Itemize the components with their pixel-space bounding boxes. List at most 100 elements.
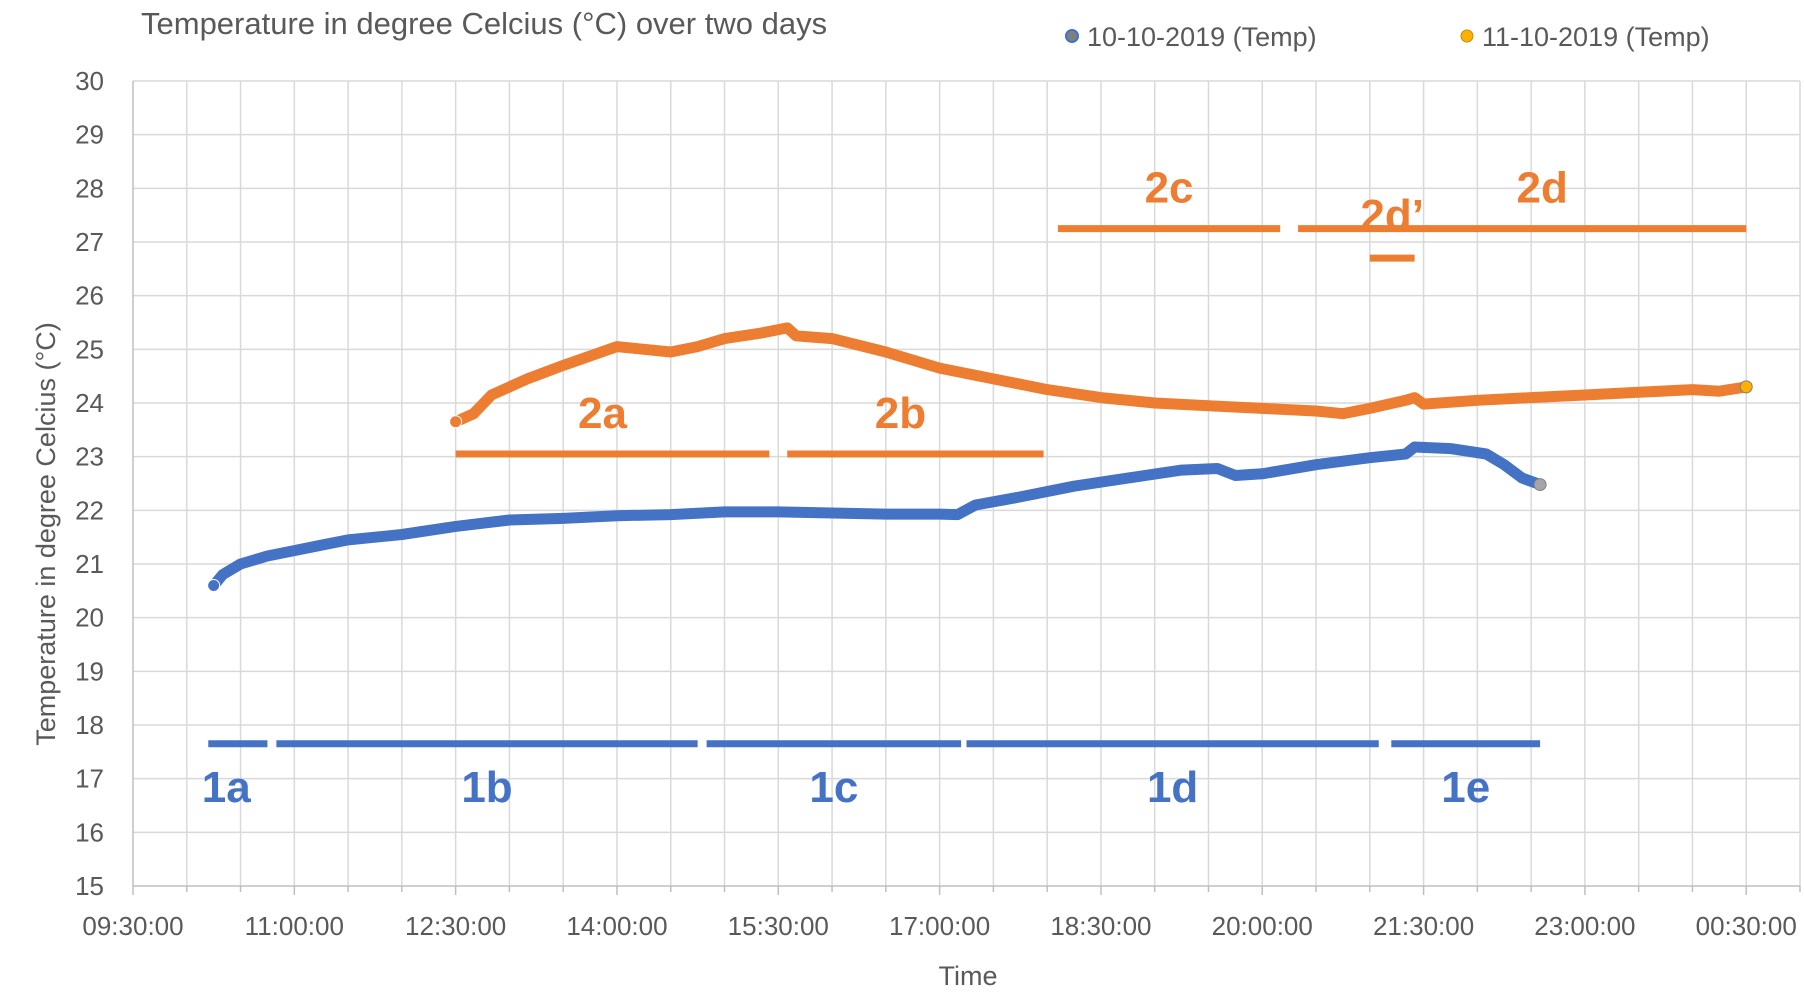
annotation-label-1d: 1d — [1147, 763, 1198, 812]
data-point-series-1 — [1518, 474, 1527, 483]
legend-marker-series-1 — [1065, 29, 1079, 43]
legend-marker-series-2 — [1460, 29, 1474, 43]
data-point-series-1 — [720, 507, 729, 516]
annotation-label-2d: 2d — [1516, 164, 1567, 213]
x-tick-label: 14:00:00 — [566, 911, 667, 941]
data-point-series-2 — [756, 329, 765, 338]
data-point-series-2 — [783, 323, 792, 332]
annotation-label-1a: 1a — [202, 763, 251, 812]
data-point-series-1 — [774, 507, 783, 516]
data-point-series-2 — [935, 364, 944, 373]
chart-title: Temperature in degree Celcius (°C) over … — [141, 6, 827, 41]
data-point-series-1 — [1016, 492, 1025, 501]
data-point-series-1 — [1213, 464, 1222, 473]
series-end-marker-2 — [1739, 380, 1753, 394]
annotation-label-2b: 2b — [875, 389, 926, 438]
data-point-series-1 — [828, 509, 837, 518]
data-point-series-2 — [1715, 387, 1724, 396]
annotation-line-layer — [208, 225, 1747, 748]
data-point-series-2 — [1338, 409, 1347, 418]
x-axis-title: Time — [939, 961, 998, 991]
y-tick-label: 23 — [75, 442, 104, 472]
data-point-series-1 — [1258, 469, 1267, 478]
data-point-series-1 — [1410, 443, 1419, 452]
y-tick-label: 29 — [75, 120, 104, 150]
x-tick-label: 15:30:00 — [728, 911, 829, 941]
data-point-series-2 — [1634, 388, 1643, 397]
data-point-series-2 — [792, 331, 801, 340]
data-point-series-1 — [1482, 449, 1491, 458]
data-point-series-1 — [451, 522, 460, 531]
data-point-series-2 — [487, 390, 496, 399]
legend-label-series-1: 10-10-2019 (Temp) — [1087, 22, 1317, 52]
data-point-series-1 — [1500, 460, 1509, 469]
data-point-series-2 — [1150, 399, 1159, 407]
data-point-series-2 — [1096, 393, 1105, 402]
y-tick-label: 24 — [75, 388, 104, 418]
legend-label-series-2: 11-10-2019 (Temp) — [1482, 22, 1710, 52]
x-tick-label: 20:00:00 — [1212, 911, 1313, 941]
data-point-series-2 — [693, 342, 702, 351]
data-point-series-2 — [1419, 400, 1428, 409]
annotation-label-1b: 1b — [461, 763, 512, 812]
data-point-series-1 — [505, 515, 514, 524]
data-point-series-1 — [1177, 466, 1186, 475]
annotation-label-2c: 2c — [1145, 164, 1194, 213]
tick-layer: 15 16 17 18 19 20 21 22 23 24 25 26 27 28 29 30 09:30:00… — [75, 66, 1797, 941]
grid-layer — [133, 80, 1801, 886]
data-point-series-2 — [1312, 407, 1321, 416]
y-tick-label: 30 — [75, 66, 104, 96]
data-point-series-1 — [290, 546, 299, 555]
axis-layer — [132, 81, 1801, 895]
annotation-label-1e: 1e — [1441, 763, 1490, 812]
data-point-series-1 — [236, 560, 245, 568]
y-tick-label: 20 — [75, 603, 104, 633]
y-tick-label: 25 — [75, 334, 104, 364]
data-point-series-1 — [263, 551, 272, 560]
x-tick-label: 21:30:00 — [1373, 911, 1474, 941]
series-layer — [207, 322, 1753, 592]
annotation-label-layer: 1a 1b 1c 1d 1e 2a 2b 2c 2d’ 2d — [202, 164, 1568, 812]
annotation-label-2a: 2a — [578, 389, 627, 438]
data-point-series-2 — [881, 348, 890, 357]
data-point-series-1 — [1365, 453, 1374, 462]
data-point-series-2 — [1410, 393, 1419, 402]
data-point-series-2 — [1473, 396, 1482, 405]
data-point-series-2 — [639, 345, 648, 354]
y-tick-label: 16 — [75, 817, 104, 847]
data-point-series-2 — [989, 374, 998, 383]
series-end-marker-1 — [1533, 478, 1547, 492]
data-point-series-2 — [1043, 385, 1052, 394]
data-point-series-2 — [1401, 396, 1410, 405]
data-point-series-2 — [666, 348, 675, 357]
x-tick-label: 17:00:00 — [889, 911, 990, 941]
x-tick-label: 18:30:00 — [1050, 911, 1151, 941]
series-start-marker-2 — [449, 415, 463, 429]
data-point-series-1 — [344, 535, 353, 544]
data-point-series-1 — [559, 514, 568, 523]
x-tick-label: 11:00:00 — [245, 911, 344, 941]
annotation-label-1c: 1c — [809, 763, 858, 812]
data-point-series-2 — [1580, 390, 1589, 399]
y-tick-label: 26 — [75, 281, 104, 311]
series-start-marker-1 — [207, 578, 221, 592]
data-point-series-2 — [1688, 385, 1697, 394]
data-point-series-2 — [523, 374, 532, 383]
legend: 10-10-2019 (Temp) 11-10-2019 (Temp) — [1065, 22, 1710, 52]
x-tick-label: 12:30:00 — [405, 911, 506, 941]
data-point-series-1 — [1401, 449, 1410, 458]
y-tick-label: 28 — [75, 173, 104, 203]
y-axis-title: Temperature in degree Celcius (°C) — [31, 322, 61, 745]
y-tick-label: 27 — [75, 227, 104, 257]
data-point-series-1 — [317, 541, 326, 550]
data-point-series-1 — [881, 510, 890, 519]
data-point-series-1 — [218, 570, 227, 579]
data-point-series-2 — [1204, 401, 1213, 410]
data-point-series-2 — [469, 409, 478, 418]
y-tick-label: 17 — [75, 764, 104, 794]
data-point-series-1 — [1446, 444, 1455, 453]
data-point-series-2 — [1527, 393, 1536, 402]
data-point-series-1 — [1231, 471, 1240, 480]
data-point-series-1 — [612, 511, 621, 520]
